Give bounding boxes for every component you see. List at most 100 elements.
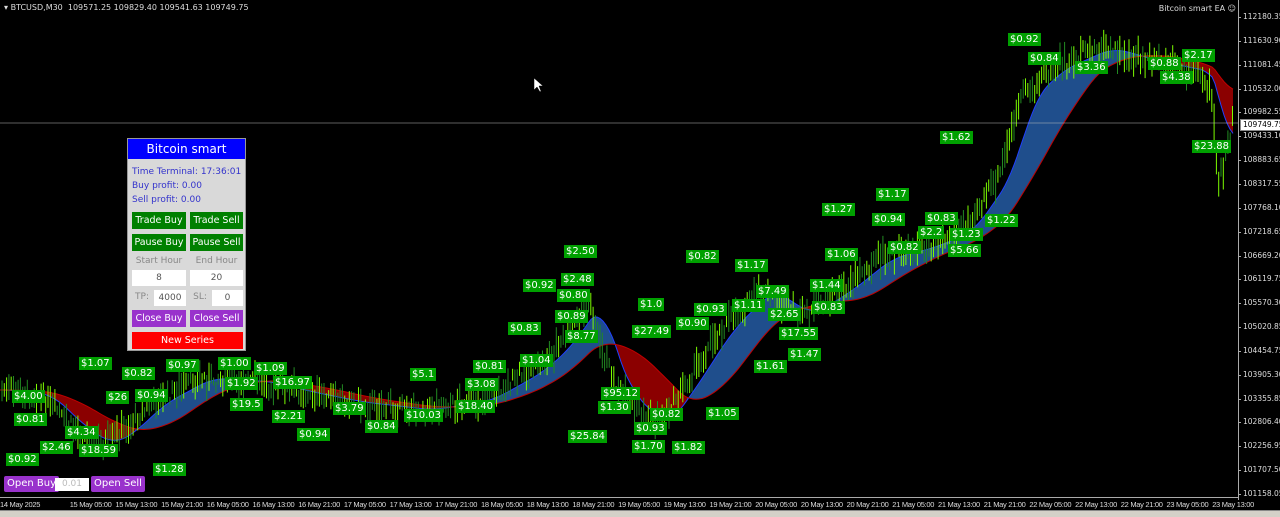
ma-fill [741, 319, 744, 366]
ma-fill [567, 346, 570, 373]
close-sell-button[interactable]: Close Sell [190, 310, 243, 327]
ma-fill [873, 272, 876, 294]
ma-fill [738, 322, 741, 370]
ma-fill [729, 333, 732, 380]
close-buy-button[interactable]: Close Buy [132, 310, 186, 327]
ma-fill [573, 339, 576, 368]
profit-tag: $1.61 [754, 360, 787, 373]
time-tick: 21 May 21:00 [983, 500, 1026, 509]
profit-tag: $0.93 [694, 303, 727, 316]
ma-fill [708, 364, 711, 397]
profit-tag: $5.1 [410, 368, 437, 381]
trade-buy-button[interactable]: Trade Buy [132, 212, 186, 229]
ma-fill [345, 391, 348, 399]
profit-tag: $0.89 [555, 310, 588, 323]
price-tick: 107768.10 [1238, 203, 1280, 213]
open-sell-button[interactable]: Open Sell [91, 476, 145, 492]
ma-fill [561, 353, 564, 377]
time-tick: 22 May 05:00 [1029, 500, 1072, 509]
ma-fill [1005, 179, 1008, 219]
profit-tag: $25.84 [568, 430, 607, 443]
open-buy-button[interactable]: Open Buy [4, 476, 60, 492]
price-tick: 108317.55 [1238, 179, 1280, 189]
ma-fill [870, 274, 873, 296]
ma-fill [90, 407, 93, 432]
profit-tag: $1.28 [153, 463, 186, 476]
ma-fill [699, 378, 702, 400]
lot-input[interactable]: 0.01 [55, 478, 89, 491]
ma-fill [522, 382, 525, 397]
end-hour-input[interactable]: 20 [190, 270, 243, 286]
time-axis[interactable]: 14 May 2025 15 May 05:00 15 May 13:00 15 Ma… [0, 497, 1254, 509]
profit-tag: $2.50 [564, 245, 597, 258]
ma-fill [366, 396, 369, 403]
time-tick: 18 May 05:00 [481, 500, 523, 509]
ma-fill [324, 387, 327, 395]
ma-fill [513, 387, 516, 400]
ma-fill [189, 389, 192, 413]
trade-sell-button[interactable]: Trade Sell [190, 212, 243, 229]
ma-fill [171, 399, 174, 423]
price-tick: 104454.75 [1238, 346, 1280, 356]
profit-tag: $1.11 [732, 299, 765, 312]
time-tick: 20 May 05:00 [755, 500, 798, 509]
ma-fill [702, 374, 705, 399]
profit-tag: $3.08 [465, 378, 498, 391]
profit-tag: $0.82 [650, 408, 683, 421]
ma-fill [1053, 78, 1056, 142]
ma-fill [633, 350, 636, 393]
ma-fill [651, 363, 654, 413]
price-tick: 111081.45 [1238, 60, 1280, 70]
profit-tag: $1.62 [940, 131, 973, 144]
profit-tag: $27.49 [632, 325, 671, 338]
ma-fill [177, 396, 180, 420]
smiley-icon[interactable]: ☺ [1227, 4, 1236, 13]
profit-tag: $0.80 [557, 289, 590, 302]
mouse-cursor-icon [533, 77, 544, 93]
profit-tag: $0.83 [925, 212, 958, 225]
profit-tag: $3.79 [333, 402, 366, 415]
ma-fill [684, 395, 687, 405]
price-axis[interactable]: 112180.35 111630.90 111081.45 110532.00 1099… [1238, 0, 1280, 500]
pause-buy-button[interactable]: Pause Buy [132, 234, 186, 251]
profit-tag: $0.94 [135, 389, 168, 402]
sl-input[interactable]: 0 [212, 290, 243, 306]
tp-input[interactable]: 4000 [154, 290, 186, 306]
price-tick: 110532.00 [1238, 84, 1280, 94]
ma-fill [576, 335, 579, 366]
profit-tag: $0.88 [1148, 57, 1181, 70]
profit-tag: $1.0 [638, 298, 665, 311]
time-tick: 18 May 13:00 [526, 500, 569, 509]
ma-fill [1017, 147, 1020, 203]
price-tick: 106669.20 [1238, 251, 1280, 261]
profit-tag: $1.82 [672, 441, 705, 454]
price-tick: 106119.75 [1238, 274, 1280, 284]
pause-sell-button[interactable]: Pause Sell [190, 234, 243, 251]
ma-fill [1074, 64, 1077, 107]
ma-fill [420, 404, 423, 409]
profit-tag: $2.21 [272, 410, 305, 423]
ma-fill [540, 371, 543, 389]
time-tick: 18 May 21:00 [572, 500, 615, 509]
price-tick: 108883.65 [1238, 155, 1280, 165]
ma-fill [855, 286, 858, 300]
ma-fill [750, 310, 753, 354]
profit-tag: $0.82 [686, 250, 719, 263]
ma-fill [186, 391, 189, 415]
ma-fill [753, 307, 756, 350]
new-series-button[interactable]: New Series [132, 332, 243, 349]
ma-fill [141, 423, 144, 430]
time-tick: 19 May 13:00 [663, 500, 706, 509]
ma-fill [1032, 106, 1035, 179]
ma-fill [1113, 50, 1116, 65]
buy-profit: Buy profit: 0.00 [132, 181, 202, 191]
profit-tag: $1.04 [520, 354, 553, 367]
time-tick: 20 May 21:00 [846, 500, 889, 509]
profit-tag: $0.81 [14, 413, 47, 426]
ma-fill [654, 366, 657, 415]
profit-tag: $10.03 [404, 409, 443, 422]
start-hour-input[interactable]: 8 [132, 270, 186, 286]
price-tick: 111630.90 [1238, 36, 1280, 46]
profit-tag: $0.97 [166, 359, 199, 372]
time-terminal: Time Terminal: 17:36:01 [132, 167, 242, 177]
